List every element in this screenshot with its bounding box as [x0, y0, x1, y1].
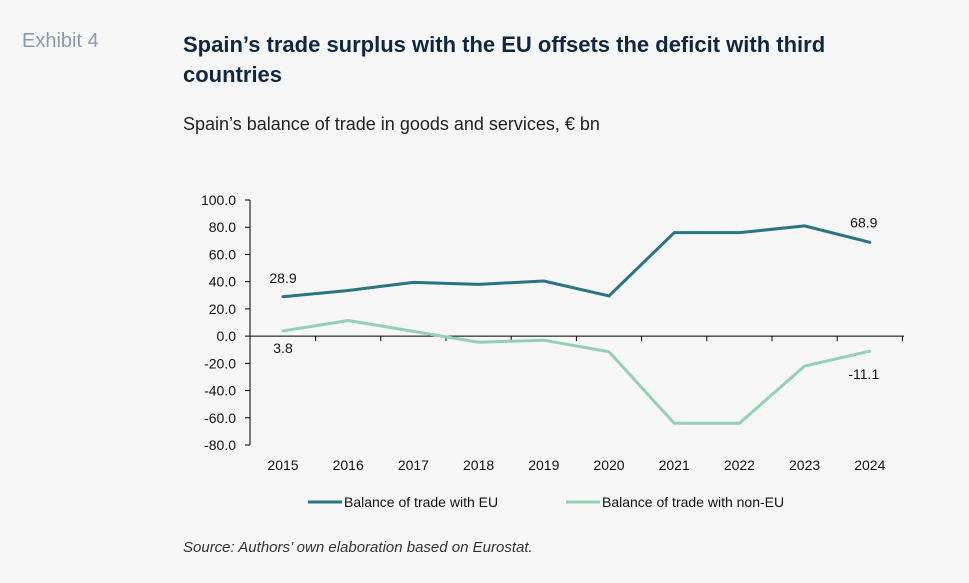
data-label: 28.9 — [269, 270, 296, 286]
chart-legend: Balance of trade with EU Balance of trade… — [308, 494, 784, 510]
y-tick-label: 100.0 — [201, 192, 236, 208]
series-line-non-eu — [281, 318, 872, 425]
chart-subtitle: Spain’s balance of trade in goods and se… — [183, 114, 600, 134]
chart-axes: 100.0 80.0 60.0 40.0 20.0 0.0 -20.0 -40.0 -60.0 -… — [201, 192, 904, 473]
chart-data-labels: 28.9 68.9 3.8 -11.1 — [269, 214, 879, 382]
x-tick-label: 2017 — [398, 457, 429, 473]
data-label: 3.8 — [273, 340, 293, 356]
legend-label: Balance of trade with EU — [344, 494, 498, 510]
x-tick-label: 2020 — [593, 457, 624, 473]
legend-label: Balance of trade with non-EU — [602, 494, 784, 510]
y-tick-label: -80.0 — [204, 437, 236, 453]
y-tick-label: -60.0 — [204, 410, 236, 426]
x-tick-label: 2024 — [854, 457, 885, 473]
y-tick-label: 60.0 — [209, 246, 236, 262]
chart-title: Spain’s trade surplus with the EU offset… — [183, 32, 826, 87]
y-tick-label: 20.0 — [209, 301, 236, 317]
y-tick-label: -20.0 — [204, 355, 236, 371]
data-label: -11.1 — [848, 366, 879, 382]
x-tick-label: 2018 — [463, 457, 494, 473]
x-tick-label: 2022 — [724, 457, 755, 473]
y-tick-label: 0.0 — [217, 328, 237, 344]
y-tick-label: 80.0 — [209, 219, 236, 235]
exhibit-label: Exhibit 4 — [22, 30, 99, 52]
x-tick-label: 2015 — [267, 457, 298, 473]
source-note: Source: Authors’ own elaboration based o… — [183, 539, 533, 556]
y-tick-label: 40.0 — [209, 274, 236, 290]
x-tick-label: 2019 — [528, 457, 559, 473]
x-tick-label: 2021 — [659, 457, 690, 473]
y-tick-label: -40.0 — [204, 383, 236, 399]
series-line-eu — [281, 224, 872, 299]
chart-series — [281, 224, 872, 425]
x-tick-label: 2016 — [333, 457, 364, 473]
x-tick-label: 2023 — [789, 457, 820, 473]
data-label: 68.9 — [850, 214, 877, 230]
